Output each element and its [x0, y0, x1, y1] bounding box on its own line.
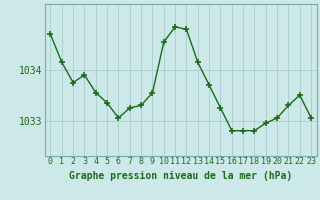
X-axis label: Graphe pression niveau de la mer (hPa): Graphe pression niveau de la mer (hPa) [69, 171, 292, 181]
